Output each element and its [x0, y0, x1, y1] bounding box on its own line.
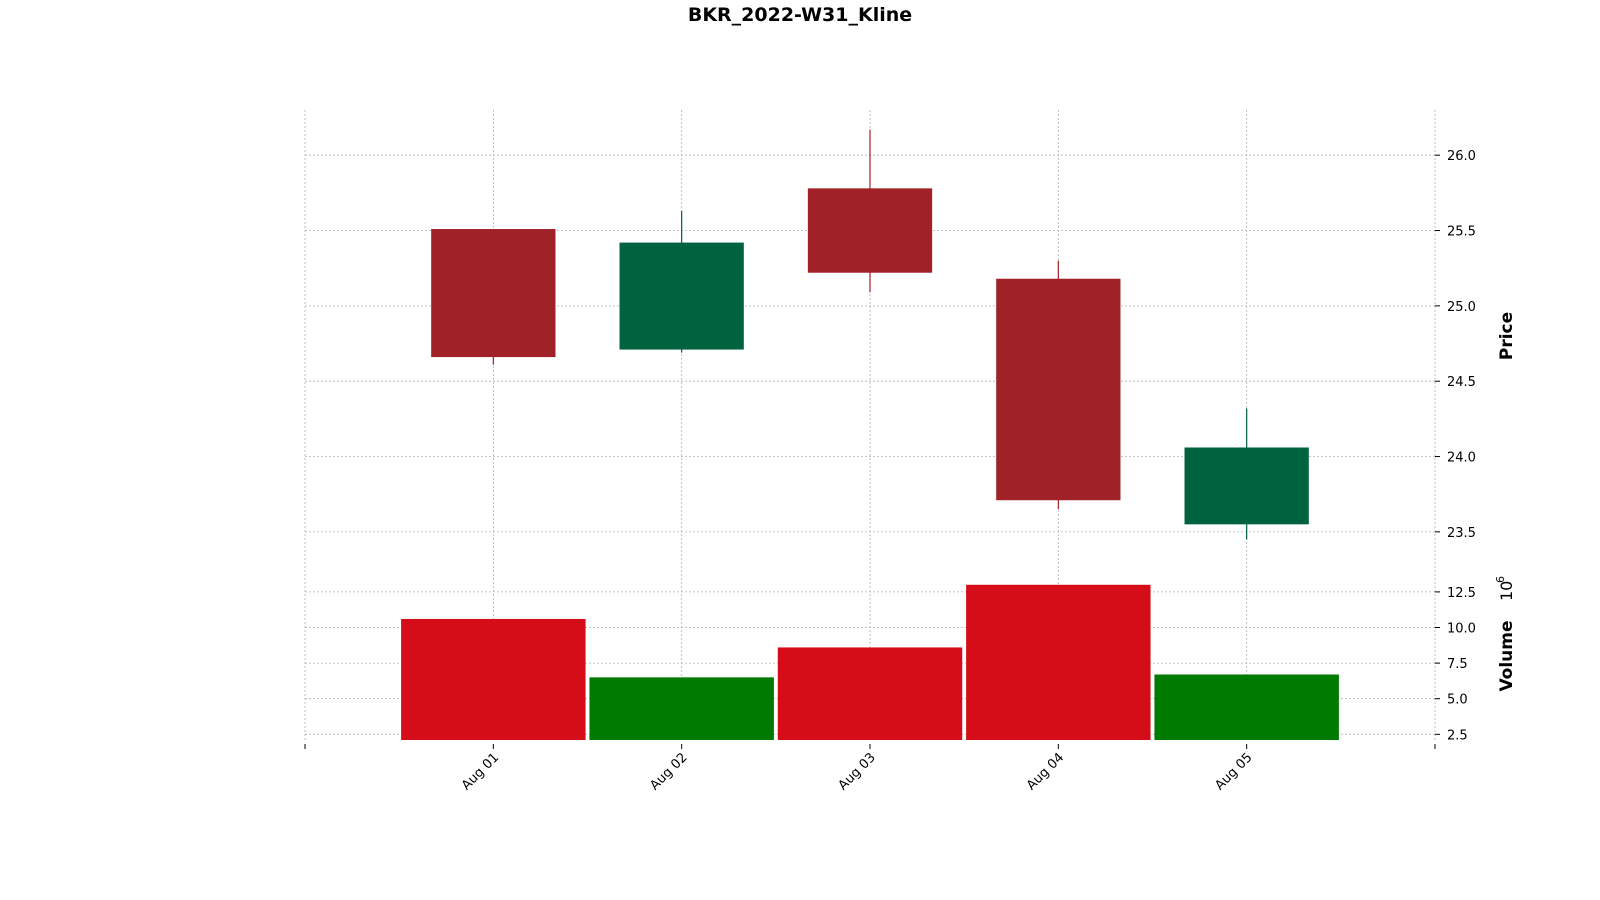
candle-body: [1184, 447, 1309, 525]
price-tick-label: 25.0: [1447, 300, 1476, 315]
volume-bar: [401, 618, 586, 740]
volume-scale-label: 10: [1497, 581, 1516, 601]
volume-bar: [777, 647, 963, 740]
date-tick-label: Aug 02: [647, 750, 690, 793]
volume-scale-exponent: 6: [1494, 576, 1507, 583]
date-tick-label: Aug 03: [836, 750, 879, 793]
price-tick-label: 23.5: [1447, 526, 1476, 541]
price-tick-label: 26.0: [1447, 149, 1476, 164]
date-tick-label: Aug 05: [1212, 750, 1255, 793]
volume-tick-label: 2.5: [1447, 728, 1468, 743]
candle-body: [431, 229, 556, 358]
volume-bar: [589, 677, 774, 740]
volume-axis-label: Volume: [1497, 620, 1517, 691]
candle-body: [996, 278, 1121, 501]
chart-title: BKR_2022-W31_Kline: [687, 4, 913, 26]
price-tick-label: 25.5: [1447, 225, 1476, 240]
date-tick-label: Aug 04: [1024, 750, 1067, 793]
candle-body: [619, 242, 744, 350]
volume-bar: [1154, 674, 1339, 740]
price-tick-label: 24.5: [1447, 375, 1476, 390]
volume-bar: [966, 584, 1151, 740]
price-tick-label: 24.0: [1447, 451, 1476, 466]
volume-bars: [401, 584, 1339, 740]
price-axis-label: Price: [1497, 312, 1517, 360]
volume-tick-label: 10.0: [1447, 622, 1476, 637]
volume-axis-label-group: Volume 106: [1494, 576, 1517, 692]
volume-tick-label: 5.0: [1447, 693, 1468, 708]
candle-body: [807, 188, 933, 273]
candles: [431, 129, 1309, 540]
volume-tick-label: 7.5: [1447, 657, 1468, 672]
date-tick-label: Aug 01: [459, 750, 502, 793]
volume-tick-label: 12.5: [1447, 586, 1476, 601]
